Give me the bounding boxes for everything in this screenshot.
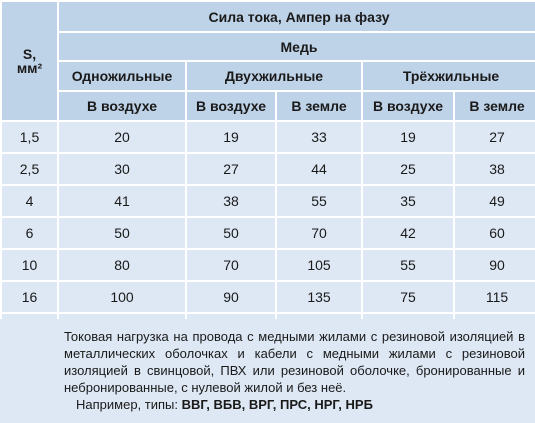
table-row: 6 50 50 70 42 60	[2, 218, 535, 248]
triple-air-header: В воздухе	[363, 92, 453, 120]
material-header: Медь	[59, 33, 535, 60]
double-air-cell: 50	[187, 218, 275, 248]
cross-section-header: S, мм²	[2, 2, 57, 120]
cross-section-cell: 1,5	[2, 122, 57, 152]
table-row: 10 80 70 105 55 90	[2, 250, 535, 280]
footnote-text: Токовая нагрузка на провода с медными жи…	[64, 329, 525, 395]
double-air-cell: 19	[187, 122, 275, 152]
triple-ground-header: В земле	[455, 92, 535, 120]
single-air-cell: 80	[59, 250, 185, 280]
double-ground-cell: 33	[277, 122, 361, 152]
single-air-cell: 50	[59, 218, 185, 248]
cross-section-label: S,	[22, 46, 37, 62]
cross-section-cell: 4	[2, 186, 57, 216]
footnote-example: Например, типы: ВВГ, ВБВ, ВРГ, ПРС, НРГ,…	[76, 396, 525, 413]
triple-air-cell: 55	[363, 250, 453, 280]
header-row-material: Медь	[2, 33, 535, 60]
triple-air-cell: 42	[363, 218, 453, 248]
current-header: Сила тока, Ампер на фазу	[59, 2, 535, 31]
header-row-current: S, мм² Сила тока, Ампер на фазу	[2, 2, 535, 120]
example-prefix: Например, типы:	[76, 397, 182, 412]
cross-section-cell: 16	[2, 282, 57, 312]
header-row-groups: Одножильные Двухжильные Трёхжильные	[2, 62, 535, 90]
cross-section-unit: мм²	[16, 60, 43, 76]
triple-air-cell: 75	[363, 282, 453, 312]
triple-ground-cell: 115	[455, 282, 535, 312]
double-air-cell: 90	[187, 282, 275, 312]
table-row: 2,5 30 27 44 25 38	[2, 154, 535, 184]
triple-ground-cell: 60	[455, 218, 535, 248]
group-double-header: Двухжильные	[187, 62, 361, 90]
double-air-cell: 27	[187, 154, 275, 184]
group-triple-header: Трёхжильные	[363, 62, 535, 90]
cross-section-cell: 10	[2, 250, 57, 280]
double-ground-cell: 70	[277, 218, 361, 248]
double-ground-cell: 55	[277, 186, 361, 216]
table-row: 1,5 20 19 33 19 27	[2, 122, 535, 152]
example-types: ВВГ, ВБВ, ВРГ, ПРС, НРГ, НРБ	[181, 397, 373, 412]
double-ground-cell: 135	[277, 282, 361, 312]
footnote: Токовая нагрузка на провода с медными жи…	[0, 319, 535, 423]
group-single-header: Одножильные	[59, 62, 185, 90]
single-air-cell: 41	[59, 186, 185, 216]
triple-ground-cell: 49	[455, 186, 535, 216]
double-air-cell: 38	[187, 186, 275, 216]
header-row-conditions: В воздухе В воздухе В земле В воздухе В …	[2, 92, 535, 120]
double-ground-cell: 105	[277, 250, 361, 280]
single-air-cell: 100	[59, 282, 185, 312]
single-air-cell: 30	[59, 154, 185, 184]
cross-section-cell: 6	[2, 218, 57, 248]
current-capacity-table: S, мм² Сила тока, Ампер на фазу Медь Одн…	[0, 0, 535, 346]
triple-air-cell: 19	[363, 122, 453, 152]
triple-air-cell: 35	[363, 186, 453, 216]
double-air-header: В воздухе	[187, 92, 275, 120]
triple-ground-cell: 38	[455, 154, 535, 184]
single-air-cell: 20	[59, 122, 185, 152]
triple-ground-cell: 90	[455, 250, 535, 280]
table-row: 4 41 38 55 35 49	[2, 186, 535, 216]
cross-section-cell: 2,5	[2, 154, 57, 184]
triple-ground-cell: 27	[455, 122, 535, 152]
triple-air-cell: 25	[363, 154, 453, 184]
table-row: 16 100 90 135 75 115	[2, 282, 535, 312]
single-air-header: В воздухе	[59, 92, 185, 120]
double-ground-header: В земле	[277, 92, 361, 120]
double-ground-cell: 44	[277, 154, 361, 184]
double-air-cell: 70	[187, 250, 275, 280]
